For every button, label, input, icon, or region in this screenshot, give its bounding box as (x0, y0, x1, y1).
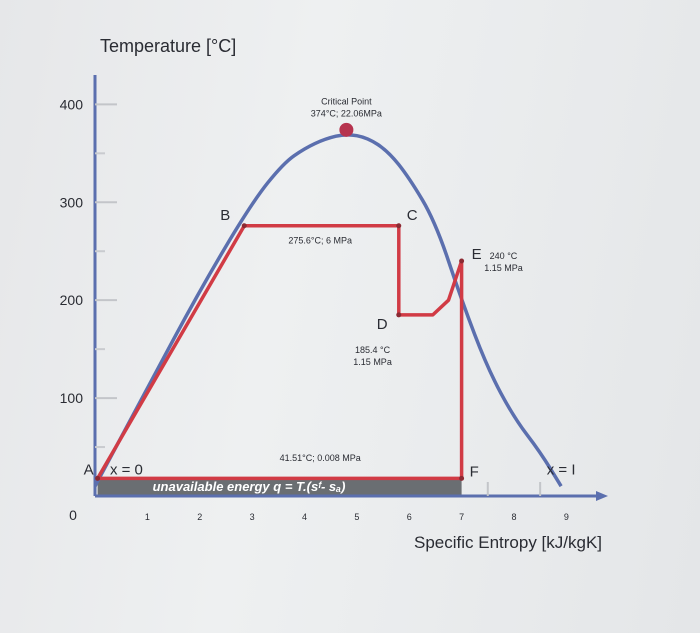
x-tick-label: 7 (459, 512, 464, 522)
annotation-3: 185.4 °C 1.15 MPa (353, 345, 392, 367)
x-tick-label: 6 (407, 512, 412, 522)
state-point-marker (396, 223, 402, 229)
y-tick-label: 200 (60, 292, 84, 308)
annotation-5: x = 0 (110, 461, 143, 478)
state-point-marker (459, 475, 465, 481)
x-tick-label: 0 (69, 507, 77, 523)
series-line-saturation-dome (93, 133, 563, 488)
band-rect (97, 478, 462, 496)
critical-point-marker (339, 122, 354, 137)
x-tick-label: 8 (511, 512, 516, 522)
x-axis-arrow (596, 491, 608, 501)
y-axis-label: Temperature [°C] (100, 36, 236, 56)
axes (93, 75, 608, 501)
state-point-marker (396, 312, 402, 318)
annotation-line: 240 °C (490, 251, 518, 261)
point-labels: A B C D E F (84, 207, 482, 481)
annotation-line: 1.15 MPa (484, 263, 523, 273)
x-tick-label: 3 (250, 512, 255, 522)
annotation-line: 41.51°C; 0.008 MPa (280, 453, 361, 463)
series-line-cycle-path (96, 224, 464, 481)
point-label-A: A (84, 461, 94, 478)
annotation-line: 374°C; 22.06MPa (311, 108, 382, 118)
annotation-line: Critical Point (321, 96, 372, 106)
state-point-marker (459, 258, 465, 264)
annotation-4: 41.51°C; 0.008 MPa (280, 453, 361, 463)
y-tick-label: 100 (60, 390, 84, 406)
x-tick-label: 9 (564, 512, 569, 522)
y-tick-label: 300 (60, 194, 84, 210)
unavailable-energy-band: unavailable energy q = T.(sᶠ- sₐ) (97, 478, 462, 496)
x-axis-label: Specific Entropy [kJ/kgK] (414, 533, 602, 552)
annotation-6: x = I (547, 461, 576, 478)
annotation-1: 275.6°C; 6 MPa (288, 235, 352, 245)
x-tick-label: 5 (354, 512, 359, 522)
x-tick-label: 4 (302, 512, 307, 522)
annotation-line: x = I (547, 461, 576, 478)
point-label-F: F (470, 463, 479, 480)
annotation-0: Critical Point 374°C; 22.06MPa (311, 96, 382, 118)
annotation-line: x = 0 (110, 461, 143, 478)
ticks: 100 200 300 400 0 1 2 3 4 5 6 7 8 9 (60, 96, 569, 523)
point-label-D: D (377, 316, 388, 333)
state-point-marker (95, 475, 101, 481)
point-label-C: C (407, 207, 418, 224)
series-group (93, 122, 563, 488)
annotation-2: 240 °C 1.15 MPa (484, 251, 523, 273)
state-point-marker (241, 223, 247, 229)
band-label: unavailable energy q = T.(sᶠ- sₐ) (153, 479, 346, 494)
x-tick-label: 2 (197, 512, 202, 522)
annotation-line: 275.6°C; 6 MPa (288, 235, 352, 245)
point-label-B: B (220, 207, 230, 224)
point-label-E: E (472, 246, 482, 263)
y-tick-label: 400 (60, 96, 84, 112)
annotation-line: 185.4 °C (355, 345, 391, 355)
annotation-line: 1.15 MPa (353, 357, 392, 367)
annotations: Critical Point 374°C; 22.06MPa 275.6°C; 6 … (110, 96, 576, 478)
x-tick-label: 1 (145, 512, 150, 522)
